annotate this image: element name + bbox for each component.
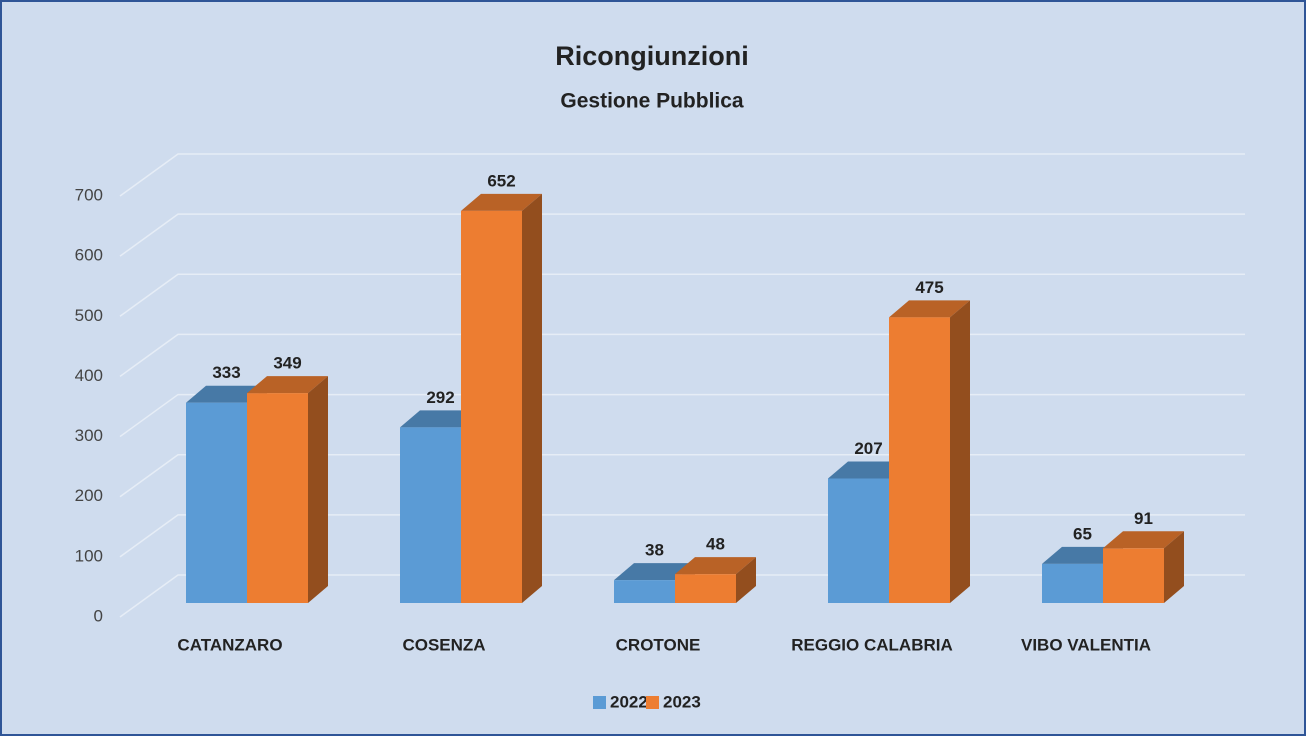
y-tick-label: 200	[75, 486, 103, 505]
bar-front	[889, 317, 950, 603]
data-label: 48	[706, 535, 725, 554]
legend-swatch	[646, 696, 659, 709]
chart-subtitle: Gestione Pubblica	[560, 90, 744, 113]
bar-top	[828, 461, 909, 479]
data-label: 349	[273, 354, 301, 373]
y-tick-label: 300	[75, 426, 103, 445]
bar-side	[736, 557, 756, 603]
data-label: 475	[915, 278, 943, 297]
bar-side	[950, 300, 970, 603]
bar-front	[186, 402, 247, 603]
bar-front	[828, 478, 889, 603]
bar-top	[247, 376, 328, 394]
bar-top	[614, 563, 695, 581]
legend-swatch	[593, 696, 606, 709]
data-label: 38	[645, 541, 664, 560]
bar-front	[675, 574, 736, 603]
x-tick-label: COSENZA	[402, 635, 485, 654]
bar-top	[400, 410, 481, 428]
bar-top	[1042, 546, 1123, 564]
x-tick-label: VIBO VALENTIA	[1021, 635, 1151, 654]
bar-front	[400, 427, 461, 603]
bar-top	[186, 385, 267, 403]
bar	[1103, 531, 1184, 603]
data-label: 292	[426, 388, 454, 407]
chart-title: Ricongiunzioni	[555, 41, 748, 71]
bar-front	[1103, 548, 1164, 603]
bar-side	[522, 193, 542, 603]
bar-front	[614, 580, 675, 603]
data-label: 65	[1073, 524, 1092, 543]
x-tick-label: CATANZARO	[177, 635, 282, 654]
x-tick-label: REGGIO CALABRIA	[791, 635, 953, 654]
bar-top	[461, 193, 542, 211]
bar	[675, 557, 756, 603]
bar-top	[675, 557, 756, 575]
data-label: 652	[487, 171, 515, 190]
legend-label: 2022	[610, 692, 648, 711]
bar-front	[461, 210, 522, 603]
data-label: 333	[212, 363, 240, 382]
bar	[247, 376, 328, 603]
bar-top	[889, 300, 970, 318]
y-tick-label: 700	[75, 185, 103, 204]
legend-label: 2023	[663, 692, 701, 711]
bar-side	[1164, 531, 1184, 603]
bar-side	[308, 376, 328, 603]
grid-line	[119, 153, 1245, 197]
bar-front	[1042, 563, 1103, 603]
y-tick-label: 100	[75, 546, 103, 565]
grid-line	[119, 213, 1245, 257]
y-tick-label: 500	[75, 306, 103, 325]
data-label: 207	[854, 439, 882, 458]
bar	[889, 300, 970, 603]
y-tick-label: 0	[94, 606, 103, 625]
grid-line	[119, 273, 1245, 317]
bar	[461, 193, 542, 603]
y-tick-label: 600	[75, 246, 103, 265]
data-label: 91	[1134, 509, 1153, 528]
bar-top	[1103, 531, 1184, 549]
y-tick-label: 400	[75, 366, 103, 385]
bar-front	[247, 393, 308, 603]
x-tick-label: CROTONE	[616, 635, 701, 654]
